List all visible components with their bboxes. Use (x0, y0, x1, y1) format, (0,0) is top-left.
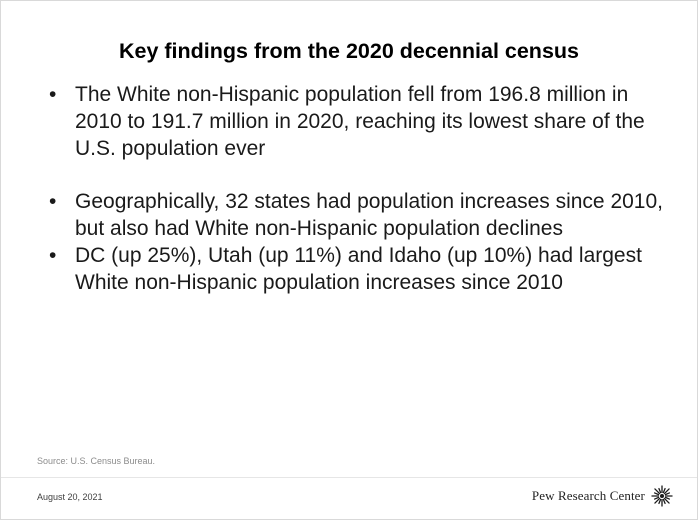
bullet-icon: • (49, 190, 57, 213)
bullet-text: DC (up 25%), Utah (up 11%) and Idaho (up… (75, 244, 642, 294)
sunburst-ray (658, 487, 662, 494)
sunburst-ray (658, 498, 662, 505)
slide-title: Key findings from the 2020 decennial cen… (118, 39, 579, 63)
sunburst-icon (651, 485, 673, 507)
sunburst-ray (653, 496, 660, 500)
bullet-icon: • (49, 244, 57, 267)
bullet-icon: • (49, 83, 57, 106)
sunburst-ray (663, 497, 670, 504)
sunburst-ray (654, 488, 661, 495)
list-item: • The White non-Hispanic population fell… (49, 81, 669, 162)
source-note: Source: U.S. Census Bureau. (37, 456, 156, 466)
list-item: • Geographically, 32 states had populati… (49, 188, 669, 242)
bullet-text: The White non-Hispanic population fell f… (75, 83, 645, 160)
findings-list: • The White non-Hispanic population fell… (49, 81, 669, 296)
bullet-text: Geographically, 32 states had population… (75, 190, 663, 240)
sunburst-ray (664, 496, 671, 500)
publish-date: August 20, 2021 (37, 492, 103, 502)
sunburst-ray (654, 497, 661, 504)
list-item: • DC (up 25%), Utah (up 11%) and Idaho (… (49, 242, 669, 296)
sunburst-ray (662, 487, 666, 494)
brand-logo: Pew Research Center (532, 485, 673, 507)
sunburst-ray (663, 488, 670, 495)
sunburst-ray (653, 492, 660, 496)
sunburst-ray (662, 498, 666, 505)
sunburst-ray (664, 492, 671, 496)
brand-name: Pew Research Center (531, 488, 645, 503)
footer-divider (1, 477, 697, 478)
